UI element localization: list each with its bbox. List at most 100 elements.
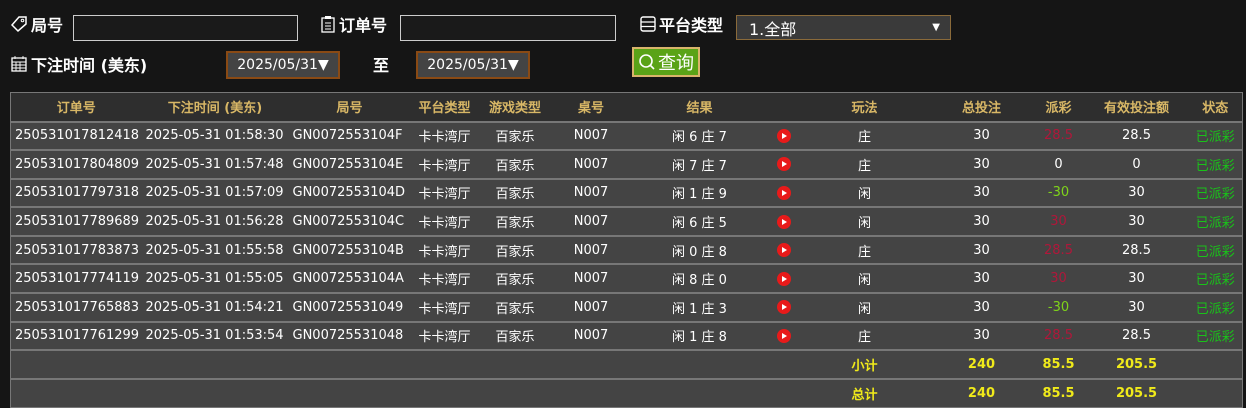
play-video-icon[interactable] [776,185,791,200]
empty-cell [768,349,799,379]
payout-cell: 28.5 [1032,234,1085,265]
result-cell: 闲 8 庄 0 [630,263,769,294]
valid-bet-cell: 30 [1084,177,1189,208]
bet-time-cell: 2025-05-31 01:58:30 [141,120,289,151]
play-cell: 闲 [798,177,931,208]
play-video-icon[interactable] [776,157,791,172]
server-icon [640,16,656,32]
date-from-picker[interactable]: 2025/05/31▼ [226,51,340,79]
empty-cell [630,377,769,408]
order-input[interactable] [400,15,616,41]
order-id-cell: 250531017765883 [10,292,142,322]
column-header: 总投注 [930,92,1033,122]
play-video-icon[interactable] [776,300,791,315]
total-bet-cell: 30 [930,320,1033,351]
result-cell: 闲 1 庄 9 [630,177,769,208]
total-label: 总计 [798,377,931,408]
replay-cell[interactable] [768,177,799,208]
platform-cell: 卡卡湾厅 [410,149,479,179]
table-row: 250531017789689 2025-05-31 01:56:28 GN0072… [10,206,1243,236]
platform-cell: 卡卡湾厅 [410,177,479,208]
round-id-cell: GN00725531049 [288,292,411,322]
empty-cell [1188,377,1243,408]
date-to-picker[interactable]: 2025/05/31▼ [416,51,530,79]
valid-bet-cell: 30 [1084,263,1189,294]
replay-cell[interactable] [768,292,799,322]
table-row: 250531017812418 2025-05-31 01:58:30 GN0072… [10,120,1243,151]
play-cell: 庄 [798,234,931,265]
total-row: 总计 240 85.5 205.5 [10,377,1243,408]
column-header: 游戏类型 [478,92,552,122]
total-payout: 85.5 [1032,377,1085,408]
table-row: 250531017761299 2025-05-31 01:53:54 GN0072… [10,320,1243,351]
empty-cell [10,349,142,379]
order-id-cell: 250531017804809 [10,149,142,179]
platform-cell: 卡卡湾厅 [410,206,479,236]
empty-cell [551,377,631,408]
game-type-cell: 百家乐 [478,320,552,351]
time-label: 下注时间 (美东) [10,52,147,76]
table-no-cell: N007 [551,120,631,151]
play-video-icon[interactable] [776,271,791,286]
column-header: 状态 [1188,92,1243,122]
table-no-cell: N007 [551,206,631,236]
result-cell: 闲 7 庄 7 [630,149,769,179]
table-no-cell: N007 [551,292,631,322]
game-type-cell: 百家乐 [478,292,552,322]
round-id-cell: GN0072553104E [288,149,411,179]
bet-time-cell: 2025-05-31 01:55:05 [141,263,289,294]
subtotal-payout: 85.5 [1032,349,1085,379]
query-button[interactable]: 查询 [632,47,700,77]
order-id-cell: 250531017797318 [10,177,142,208]
to-label: 至 [373,56,390,75]
valid-bet-cell: 28.5 [1084,234,1189,265]
status-cell: 已派彩 [1188,149,1243,179]
order-label: 订单号 [320,12,387,36]
status-cell: 已派彩 [1188,206,1243,236]
order-id-cell: 250531017761299 [10,320,142,351]
replay-cell[interactable] [768,206,799,236]
payout-cell: -30 [1032,177,1085,208]
game-type-cell: 百家乐 [478,206,552,236]
replay-cell[interactable] [768,120,799,151]
play-video-icon[interactable] [776,243,791,258]
game-type-cell: 百家乐 [478,120,552,151]
replay-cell[interactable] [768,263,799,294]
game-type-cell: 百家乐 [478,177,552,208]
bet-time-cell: 2025-05-31 01:57:48 [141,149,289,179]
replay-cell[interactable] [768,149,799,179]
payout-cell: 30 [1032,263,1085,294]
empty-cell [288,377,411,408]
play-video-icon[interactable] [776,128,791,143]
round-id-cell: GN0072553104B [288,234,411,265]
valid-bet-cell: 28.5 [1084,320,1189,351]
play-cell: 庄 [798,120,931,151]
total-bet-cell: 30 [930,206,1033,236]
play-video-icon[interactable] [776,328,791,343]
bet-time-cell: 2025-05-31 01:54:21 [141,292,289,322]
subtotal-row: 小计 240 85.5 205.5 [10,349,1243,379]
bet-time-cell: 2025-05-31 01:57:09 [141,177,289,208]
total-bet-cell: 30 [930,263,1033,294]
table-no-cell: N007 [551,177,631,208]
payout-cell: 28.5 [1032,320,1085,351]
replay-cell[interactable] [768,234,799,265]
game-type-cell: 百家乐 [478,149,552,179]
status-cell: 已派彩 [1188,120,1243,151]
empty-cell [141,349,289,379]
payout-cell: -30 [1032,292,1085,322]
platform-select[interactable]: 1.全部 ▼ [736,15,951,40]
column-header: 结果 [630,92,769,122]
subtotal-label: 小计 [798,349,931,379]
table-row: 250531017797318 2025-05-31 01:57:09 GN0072… [10,177,1243,208]
round-label: 局号 [10,12,63,36]
round-input[interactable] [73,15,298,41]
column-header: 局号 [288,92,411,122]
platform-cell: 卡卡湾厅 [410,263,479,294]
play-video-icon[interactable] [776,214,791,229]
total-bet-cell: 30 [930,292,1033,322]
round-id-cell: GN0072553104A [288,263,411,294]
payout-cell: 30 [1032,206,1085,236]
platform-cell: 卡卡湾厅 [410,234,479,265]
replay-cell[interactable] [768,320,799,351]
